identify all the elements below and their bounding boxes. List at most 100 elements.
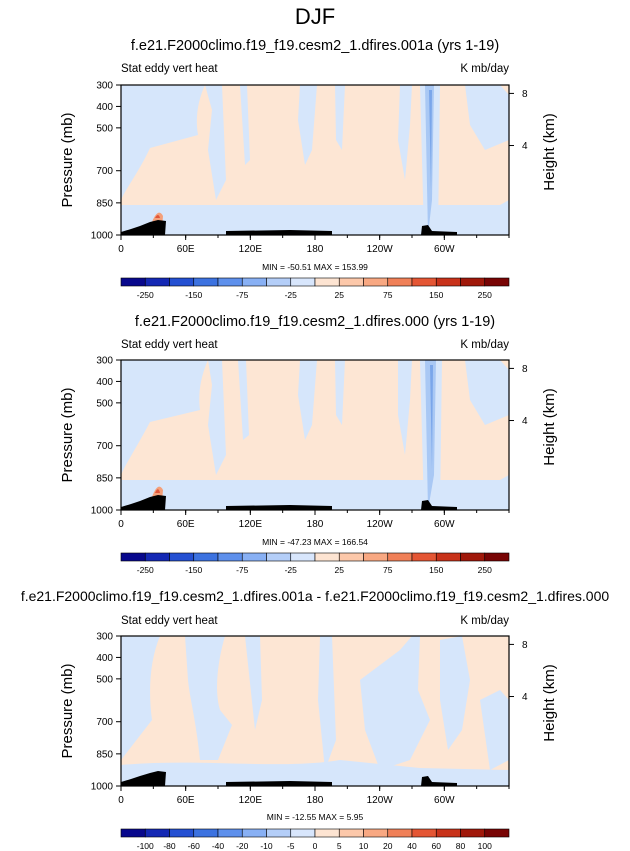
x-tick-label: 120E: [239, 519, 263, 530]
colorbar-swatch: [387, 277, 413, 287]
y-right-tick-label: 8: [522, 364, 528, 375]
colorbar-swatch: [241, 552, 267, 562]
units-label: K mb/day: [460, 615, 509, 627]
x-tick-label: 120E: [239, 795, 263, 806]
x-tick-label: 60W: [434, 244, 455, 255]
y-axis-right-label: Height (km): [541, 113, 558, 191]
colorbar-swatch: [144, 552, 170, 562]
x-tick-label: 60E: [177, 519, 195, 530]
colorbar-swatch: [217, 277, 243, 287]
y-axis-pressure: 300 400 500 700 850 1000: [91, 81, 121, 242]
colorbar-swatch: [266, 828, 292, 838]
colorbar-swatch: [290, 552, 316, 562]
x-tick-label: 60W: [434, 795, 455, 806]
x-tick-label: 180: [307, 519, 324, 530]
colorbar-label: -100: [137, 841, 154, 851]
colorbar-label: -60: [188, 841, 201, 851]
y-tick-label: 500: [96, 398, 113, 409]
colorbar-swatch: [484, 828, 510, 838]
colorbar-swatch: [314, 828, 340, 838]
colorbar-label: 75: [383, 290, 393, 300]
colorbar-swatch: [144, 277, 170, 287]
field-label: Stat eddy vert heat: [121, 339, 218, 351]
x-tick-label: 180: [307, 244, 324, 255]
colorbar-swatch: [241, 828, 267, 838]
y-axis-height: 84: [509, 364, 528, 427]
x-tick-label: 120W: [367, 519, 394, 530]
y-tick-label: 850: [96, 198, 113, 209]
colorbar-swatch: [144, 828, 170, 838]
min-max-stats: MIN = -50.51 MAX = 153.99: [262, 262, 368, 272]
min-max-stats: MIN = -12.55 MAX = 5.95: [267, 812, 364, 822]
x-tick-label: 120W: [367, 795, 394, 806]
x-tick-label: 120W: [367, 244, 394, 255]
colorbar-label: 0: [313, 841, 318, 851]
colorbar-swatch: [120, 277, 146, 287]
y-right-tick-label: 4: [522, 141, 528, 152]
colorbar-swatch: [290, 277, 316, 287]
y-tick-label: 500: [96, 674, 113, 685]
panel-3: f.e21.F2000climo.f19_f19.cesm2_1.dfires.…: [21, 588, 610, 851]
colorbar-label: -75: [236, 290, 249, 300]
colorbar-swatch: [217, 552, 243, 562]
colorbar-swatch: [338, 552, 364, 562]
colorbar-label: -250: [137, 565, 154, 575]
colorbar-label: 40: [407, 841, 417, 851]
colorbar-label: 25: [335, 290, 345, 300]
colorbar-swatch: [338, 277, 364, 287]
y-axis-label: Pressure (mb): [59, 387, 76, 482]
colorbar-swatch: [363, 552, 389, 562]
colorbar-label: 75: [383, 565, 393, 575]
colorbar-label: -20: [236, 841, 249, 851]
y-tick-label: 850: [96, 473, 113, 484]
colorbar-swatch: [387, 828, 413, 838]
colorbar: -100 -80 -60 -40 -20 -10 -5 0 5 10 20 40 60 80 100: [120, 828, 510, 851]
colorbar-swatch: [266, 552, 292, 562]
y-tick-label: 1000: [91, 506, 114, 517]
colorbar: -250 -150 -75 -25 25 75 150 250: [120, 552, 510, 575]
colorbar-swatch: [266, 277, 292, 287]
colorbar-label: -25: [285, 290, 298, 300]
colorbar-label: -40: [212, 841, 225, 851]
colorbar-label: 60: [432, 841, 442, 851]
y-tick-label: 300: [96, 81, 113, 92]
panel-2: f.e21.F2000climo.f19_f19.cesm2_1.dfires.…: [59, 314, 558, 575]
contour-field: [121, 636, 509, 786]
colorbar-label: 80: [456, 841, 466, 851]
colorbar-swatch: [314, 277, 340, 287]
colorbar-swatch: [338, 828, 364, 838]
y-tick-label: 700: [96, 717, 113, 728]
colorbar-swatch: [169, 277, 195, 287]
colorbar-label: -250: [137, 290, 154, 300]
panel-title: f.e21.F2000climo.f19_f19.cesm2_1.dfires.…: [21, 588, 610, 604]
colorbar-swatch: [460, 828, 486, 838]
colorbar-swatch: [193, 552, 219, 562]
colorbar-swatch: [314, 552, 340, 562]
contour-field: [121, 85, 509, 235]
colorbar-swatch: [460, 277, 486, 287]
y-tick-label: 700: [96, 441, 113, 452]
panel-title: f.e21.F2000climo.f19_f19.cesm2_1.dfires.…: [131, 38, 499, 54]
colorbar-swatch: [363, 277, 389, 287]
colorbar-swatch: [217, 828, 243, 838]
contour-field: [121, 360, 509, 510]
colorbar-label: -10: [260, 841, 273, 851]
colorbar-label: 10: [359, 841, 369, 851]
y-axis-right-label: Height (km): [541, 388, 558, 466]
y-right-tick-label: 8: [522, 640, 528, 651]
colorbar-label: -75: [236, 565, 249, 575]
colorbar-label: -150: [185, 565, 202, 575]
colorbar-swatch: [460, 552, 486, 562]
panel-1: f.e21.F2000climo.f19_f19.cesm2_1.dfires.…: [59, 38, 558, 300]
y-tick-label: 850: [96, 749, 113, 760]
colorbar-label: 150: [429, 565, 443, 575]
y-tick-label: 500: [96, 123, 113, 134]
y-axis-pressure: 300 400 500 700 850 1000: [91, 356, 121, 517]
colorbar-swatch: [193, 828, 219, 838]
colorbar-swatch: [435, 277, 461, 287]
colorbar-label: 100: [478, 841, 492, 851]
y-tick-label: 300: [96, 632, 113, 643]
colorbar-swatch: [169, 552, 195, 562]
colorbar-swatch: [169, 828, 195, 838]
colorbar-swatch: [411, 828, 437, 838]
